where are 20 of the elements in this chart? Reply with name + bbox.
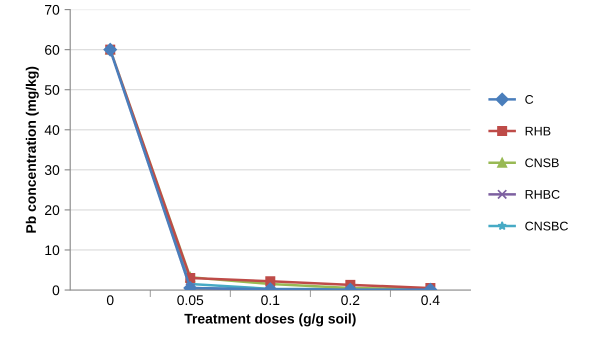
x-tick-label: 0 <box>106 295 114 306</box>
y-tick-label: 50 <box>44 85 60 95</box>
legend-label: RHBC <box>526 190 560 199</box>
legend-label: CNSBC <box>525 222 568 230</box>
y-tick-label: 40 <box>44 125 60 135</box>
y-axis-title: Pb concentration (mg/kg) <box>26 66 39 233</box>
legend-label: CNSB <box>525 158 559 168</box>
x-tick-label: 0.2 <box>341 295 360 306</box>
x-tick-label: 0.05 <box>177 295 204 306</box>
x-tick-label: 0.4 <box>421 295 440 306</box>
x-axis-title: Treatment doses (g/g soil) <box>184 313 356 326</box>
legend-label: C <box>525 95 534 104</box>
x-tick-label: 0.1 <box>261 295 280 306</box>
y-tick-label: 0 <box>52 285 60 296</box>
y-tick-label: 20 <box>45 205 60 216</box>
legend-label: RHB <box>526 126 550 136</box>
y-tick-label: 70 <box>45 4 60 15</box>
y-tick-label: 30 <box>44 165 60 176</box>
y-tick-label: 60 <box>45 44 60 55</box>
y-tick-label: 10 <box>45 245 60 256</box>
